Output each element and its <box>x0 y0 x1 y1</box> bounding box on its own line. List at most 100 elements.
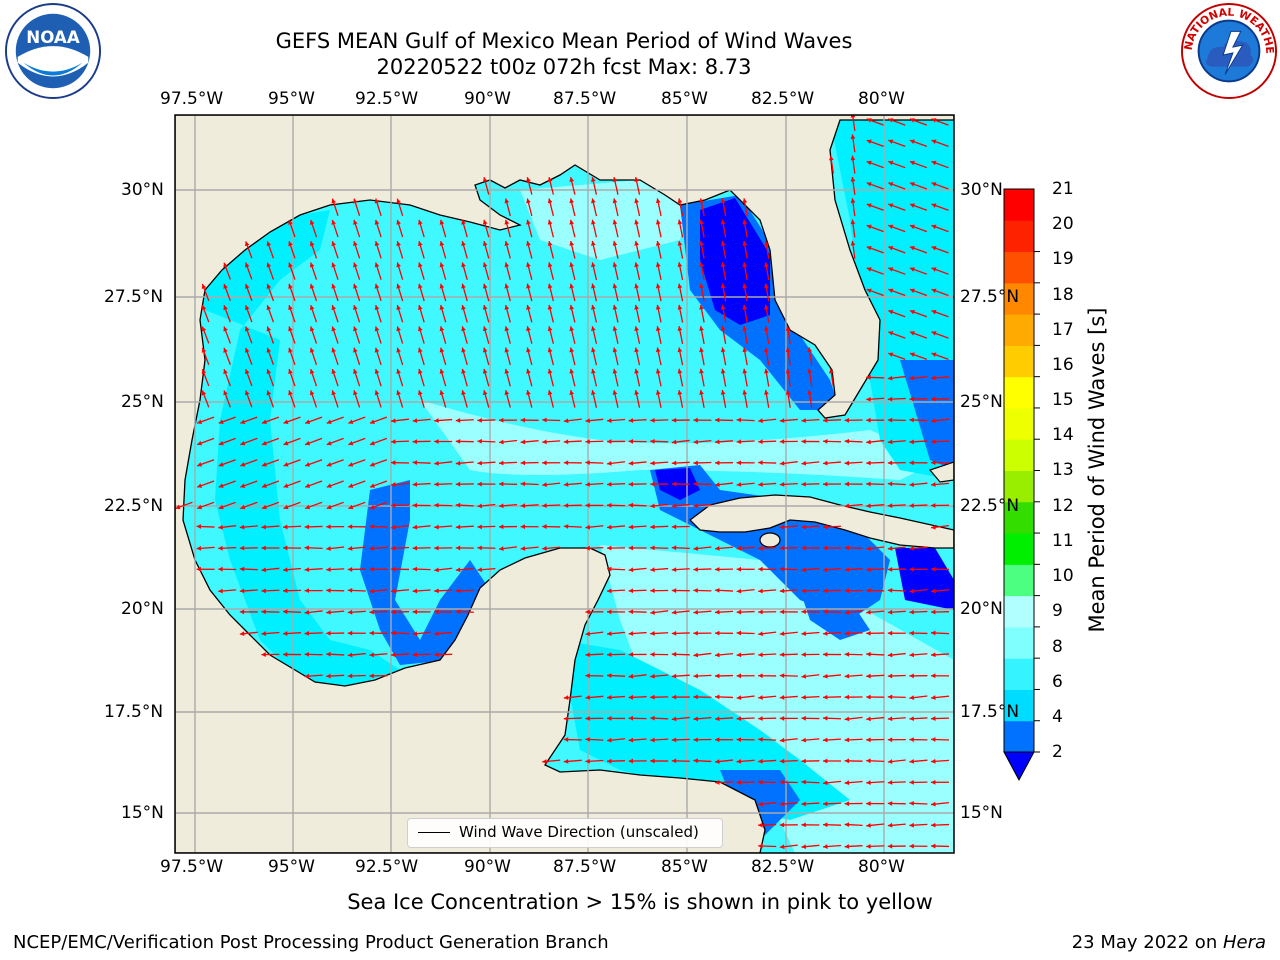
lon-label-top: 90°W <box>464 89 511 109</box>
wind-wave-arrow <box>606 631 626 637</box>
wind-wave-arrow <box>390 652 410 658</box>
wind-wave-arrow <box>671 567 690 572</box>
wind-wave-arrow <box>412 588 431 594</box>
wind-wave-arrow <box>563 418 582 424</box>
wind-wave-arrow <box>779 418 798 423</box>
wind-wave-arrow <box>888 182 906 190</box>
wind-wave-arrow <box>822 481 842 487</box>
wind-wave-arrow <box>369 416 388 425</box>
wind-wave-arrow <box>304 588 323 593</box>
wind-wave-arrow <box>909 288 928 297</box>
wind-wave-arrow <box>844 801 863 807</box>
wind-wave-arrow <box>347 567 366 572</box>
wind-wave-arrow <box>261 480 280 488</box>
wind-wave-arrow <box>650 567 669 573</box>
wind-wave-arrow <box>671 439 690 445</box>
wind-wave-arrow <box>714 673 734 679</box>
wind-wave-arrow <box>655 219 662 238</box>
lon-label-bottom: 92.5°W <box>355 857 419 877</box>
wind-wave-arrow <box>585 652 604 658</box>
wind-wave-arrow <box>606 652 626 658</box>
wind-wave-arrow <box>742 219 748 238</box>
wind-wave-arrow <box>930 609 950 615</box>
lat-label-left: 20°N <box>121 599 164 619</box>
wind-wave-arrow <box>764 368 770 387</box>
wind-wave-arrow <box>909 309 928 318</box>
wind-wave-arrow <box>801 694 820 700</box>
wind-wave-arrow <box>779 524 798 530</box>
wind-wave-arrow <box>866 630 885 636</box>
colorbar-tick-label: 17 <box>1052 320 1074 340</box>
wind-wave-arrow <box>240 480 258 488</box>
wind-wave-arrow <box>693 567 712 572</box>
wind-wave-arrow <box>461 368 468 387</box>
wind-wave-arrow <box>374 198 382 216</box>
wind-wave-arrow <box>844 844 863 849</box>
wind-wave-arrow <box>326 673 345 679</box>
wind-wave-arrow <box>439 326 447 344</box>
wind-wave-arrow <box>244 305 253 323</box>
wind-wave-arrow <box>304 416 323 425</box>
wind-wave-arrow <box>887 694 906 700</box>
wind-wave-arrow <box>504 390 511 408</box>
wind-wave-arrow <box>850 155 856 174</box>
wind-wave-arrow <box>850 176 856 195</box>
wind-wave-arrow <box>244 347 253 365</box>
sea-ice-note: Sea Ice Concentration > 15% is shown in … <box>347 890 933 914</box>
wind-wave-arrow <box>482 368 490 387</box>
wind-wave-arrow <box>331 326 339 344</box>
footer-date-text: 23 May 2022 on <box>1071 932 1223 953</box>
wind-wave-arrow <box>282 588 302 594</box>
wind-wave-arrow <box>822 844 842 849</box>
wind-wave-arrow <box>282 652 302 657</box>
wind-wave-arrow <box>396 347 404 366</box>
wind-wave-arrow <box>606 673 626 679</box>
wind-wave-arrow <box>650 737 669 743</box>
wind-wave-arrow <box>374 390 382 408</box>
wind-wave-arrow <box>866 288 884 297</box>
wind-wave-arrow <box>417 347 425 366</box>
colorbar-tick-label: 8 <box>1052 637 1063 657</box>
wind-wave-arrow <box>606 695 626 700</box>
wind-wave-arrow <box>764 326 770 344</box>
wind-wave-arrow <box>304 651 323 657</box>
wind-wave-arrow <box>563 460 582 466</box>
wind-wave-arrow <box>239 609 258 615</box>
wind-wave-arrow <box>650 524 669 530</box>
wind-wave-arrow <box>628 652 647 657</box>
wind-wave-arrow <box>736 737 755 742</box>
wind-wave-arrow <box>699 389 705 408</box>
wind-wave-arrow <box>261 567 280 573</box>
wind-wave-arrow <box>671 503 690 509</box>
wind-wave-arrow <box>455 524 474 530</box>
colorbar-segment <box>1004 314 1034 346</box>
wind-wave-arrow <box>866 224 884 233</box>
wind-wave-arrow <box>671 460 690 466</box>
wind-wave-arrow <box>628 524 647 530</box>
wind-wave-arrow <box>671 545 690 551</box>
lat-label-left: 30°N <box>121 180 164 200</box>
wind-wave-arrow <box>504 219 511 238</box>
wind-wave-arrow <box>542 460 561 466</box>
wind-wave-arrow <box>455 439 474 444</box>
wind-wave-arrow <box>585 460 604 466</box>
wind-wave-arrow <box>606 460 626 466</box>
wind-wave-arrow <box>353 198 361 216</box>
wind-wave-arrow <box>736 716 755 722</box>
lat-label-left: 17.5°N <box>104 702 164 722</box>
colorbar-segment <box>1004 470 1034 503</box>
wind-wave-arrow <box>764 389 770 408</box>
wind-wave-arrow <box>650 460 669 466</box>
colorbar-under-triangle <box>1003 751 1035 782</box>
wind-wave-arrow <box>244 368 253 387</box>
wind-wave-arrow <box>887 759 906 764</box>
wind-wave-arrow <box>887 481 906 487</box>
wind-wave-arrow <box>266 390 275 408</box>
wind-wave-arrow <box>353 347 361 366</box>
wind-wave-arrow <box>374 241 382 259</box>
lat-label-right: 17.5°N <box>960 702 1020 722</box>
colorbar-tick-label: 10 <box>1052 566 1074 586</box>
wind-wave-arrow <box>671 524 690 530</box>
colorbar-segment <box>1004 220 1034 253</box>
lat-label-left: 27.5°N <box>104 287 164 307</box>
